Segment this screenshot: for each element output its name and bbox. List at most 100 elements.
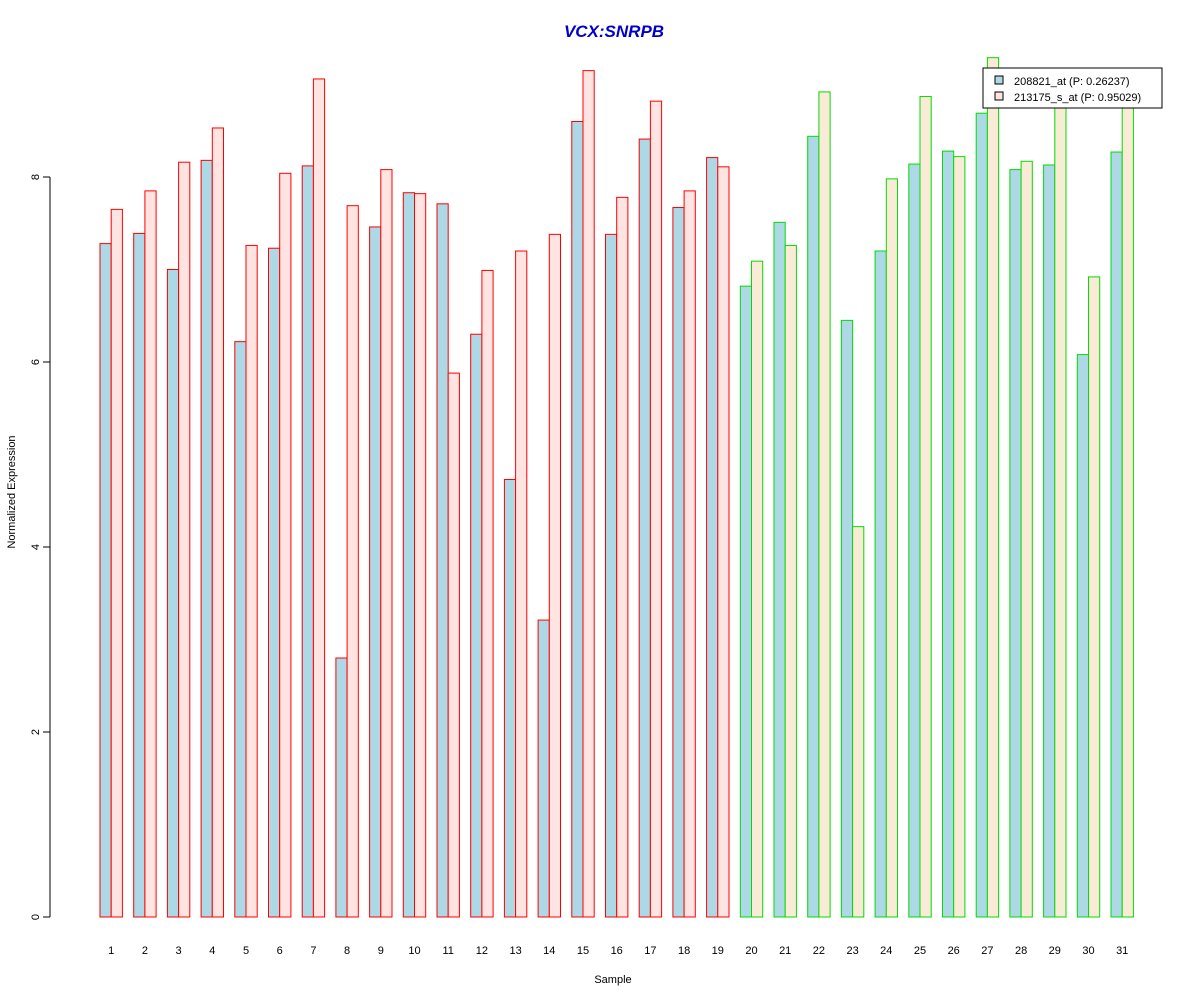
x-tick-label: 10 [408,945,420,957]
bar-sample-3-series-2 [178,161,191,918]
x-tick-label: 5 [243,945,249,957]
bar-sample-2-series-2 [144,190,157,918]
bar-sample-31-series-1 [1110,151,1123,918]
chart-title: VCX:SNRPB [564,22,664,41]
x-tick-label: 6 [277,945,283,957]
x-tick-label: 27 [981,945,993,957]
x-tick-label: 21 [779,945,791,957]
bar-sample-10-series-1 [402,192,415,918]
bar-sample-29-series-2 [1054,106,1067,918]
x-axis-labels: 1 2 3 4 5 6 7 8 9 10 11 12 13 14 15 16 17 18 19 20 21 22 23 24 2… [108,945,1128,957]
x-tick-label: 2 [142,945,148,957]
bar-sample-24-series-1 [874,250,887,918]
bar-sample-12-series-2 [481,269,494,918]
x-tick-label: 24 [880,945,892,957]
y-tick-label: 2 [30,729,42,735]
bar-sample-9-series-2 [380,169,393,918]
x-tick-label: 1 [108,945,114,957]
bar-sample-15-series-2 [582,70,595,918]
x-axis-label: Sample [594,974,631,986]
bar-sample-18-series-2 [683,190,696,918]
bar-sample-17-series-1 [638,138,651,918]
bar-sample-30-series-2 [1088,276,1101,918]
x-tick-label: 23 [846,945,858,957]
x-tick-label: 7 [310,945,316,957]
x-tick-label: 31 [1116,945,1128,957]
bar-sample-10-series-2 [414,193,427,918]
bar-sample-20-series-2 [751,260,764,918]
x-tick-label: 9 [378,945,384,957]
bar-sample-22-series-1 [807,135,820,918]
bar-sample-15-series-1 [571,121,584,918]
x-tick-label: 18 [678,945,690,957]
bars [99,57,1134,918]
x-tick-label: 19 [712,945,724,957]
bar-sample-21-series-2 [784,244,797,918]
x-tick-label: 8 [344,945,350,957]
x-tick-label: 12 [476,945,488,957]
bar-sample-22-series-2 [818,91,831,918]
bar-sample-3-series-1 [166,269,180,918]
bar-sample-2-series-1 [133,232,146,918]
y-axis: 0 2 4 6 8 [30,174,51,920]
bar-sample-23-series-1 [840,319,854,918]
x-tick-label: 26 [948,945,960,957]
x-tick-label: 3 [176,945,182,957]
y-axis-label: Normalized Expression [6,435,18,548]
bar-sample-31-series-2 [1121,105,1134,918]
bar-sample-5-series-2 [245,244,258,918]
bar-sample-7-series-1 [301,165,314,918]
bar-sample-13-series-1 [503,478,517,918]
bar-sample-1-series-1 [99,243,112,918]
bar-sample-14-series-2 [548,233,561,918]
bar-sample-26-series-1 [942,150,955,918]
x-tick-label: 20 [745,945,757,957]
bar-sample-12-series-1 [470,333,483,918]
x-tick-label: 17 [644,945,656,957]
bar-sample-27-series-2 [986,57,1000,918]
y-tick-label: 4 [30,544,42,550]
bar-sample-14-series-1 [537,619,550,918]
bar-sample-29-series-1 [1043,164,1056,918]
x-tick-label: 16 [611,945,623,957]
bar-sample-8-series-2 [346,205,359,918]
bar-sample-20-series-1 [739,285,752,918]
legend-swatch-series-1 [994,75,1004,85]
legend-label-series-1: 208821_at (P: 0.26237) [1014,76,1130,88]
bar-sample-7-series-2 [312,78,326,918]
bar-sample-28-series-2 [1020,160,1033,918]
bar-sample-18-series-1 [672,207,685,918]
bar-sample-19-series-2 [717,166,730,918]
x-tick-label: 14 [543,945,555,957]
bar-sample-4-series-1 [200,159,213,918]
y-tick-label: 0 [30,914,42,920]
bar-sample-13-series-2 [515,250,528,918]
bar-sample-8-series-1 [335,657,348,918]
bar-sample-4-series-2 [211,127,225,918]
x-tick-label: 22 [813,945,825,957]
x-tick-label: 4 [209,945,215,957]
x-tick-label: 13 [509,945,521,957]
bar-sample-25-series-1 [908,163,921,918]
bar-sample-6-series-1 [268,247,281,918]
bar-sample-6-series-2 [279,172,292,918]
x-tick-label: 15 [577,945,589,957]
x-tick-label: 11 [442,945,453,957]
legend-label-series-2: 213175_s_at (P: 0.95029) [1014,92,1141,104]
bar-sample-1-series-2 [110,208,123,918]
legend: 208821_at (P: 0.26237) 213175_s_at (P: 0… [982,67,1163,109]
bar-sample-25-series-2 [919,96,932,918]
bar-sample-28-series-1 [1009,169,1022,918]
x-tick-label: 25 [914,945,926,957]
bar-sample-24-series-2 [885,178,898,918]
bar-sample-30-series-1 [1076,354,1090,918]
x-tick-label: 29 [1049,945,1061,957]
bar-sample-9-series-1 [369,226,382,918]
bar-sample-11-series-2 [447,372,460,918]
bar-sample-23-series-2 [852,526,865,918]
bar-sample-21-series-1 [773,221,786,918]
legend-swatch-series-2 [994,91,1004,101]
bar-sample-16-series-2 [616,196,629,918]
y-tick-label: 6 [30,359,42,365]
